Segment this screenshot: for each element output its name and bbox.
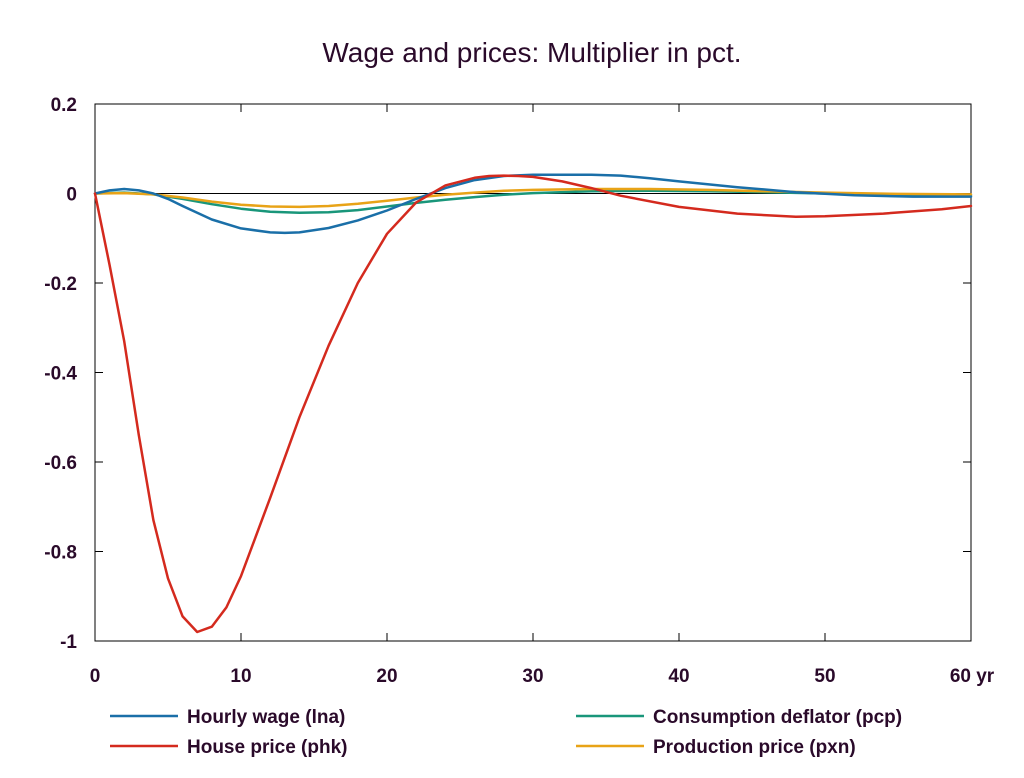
x-tick-label: 60 yr [950, 666, 995, 687]
legend-label-3: Consumption deflator (pcp) [653, 707, 902, 728]
y-tick-label: -0.2 [44, 274, 77, 295]
series-line-4 [93, 187, 973, 209]
x-tick-label: 30 [522, 666, 543, 687]
series-line-2 [93, 174, 973, 634]
plot-frame [94, 103, 972, 642]
y-tick-label: 0.2 [51, 95, 77, 116]
chart-title: Wage and prices: Multiplier in pct. [322, 37, 741, 68]
y-tick-label: -0.6 [44, 453, 77, 474]
y-tick-label: 0 [66, 185, 77, 206]
y-tick-label: -0.8 [44, 543, 77, 564]
legend-label-4: Production price (pxn) [653, 737, 856, 758]
ticks-layer: 0 10 20 30 40 50 60 yr 0.2 0 -0.2 -0.4 -0.6 -0.8 -1 [44, 95, 995, 687]
y-tick-label: -1 [60, 632, 77, 653]
x-tick-label: 40 [668, 666, 689, 687]
series-line-1 [93, 173, 973, 235]
x-tick-label: 10 [230, 666, 251, 687]
x-tick-label: 20 [376, 666, 397, 687]
y-tick-label: -0.4 [44, 364, 77, 385]
x-tick-label: 50 [814, 666, 835, 687]
legend: Hourly wage (lna) House price (phk) Consum… [110, 707, 902, 758]
legend-label-2: House price (phk) [187, 737, 347, 758]
series-layer [93, 173, 973, 634]
legend-label-1: Hourly wage (lna) [187, 707, 345, 728]
x-tick-label: 0 [90, 666, 101, 687]
